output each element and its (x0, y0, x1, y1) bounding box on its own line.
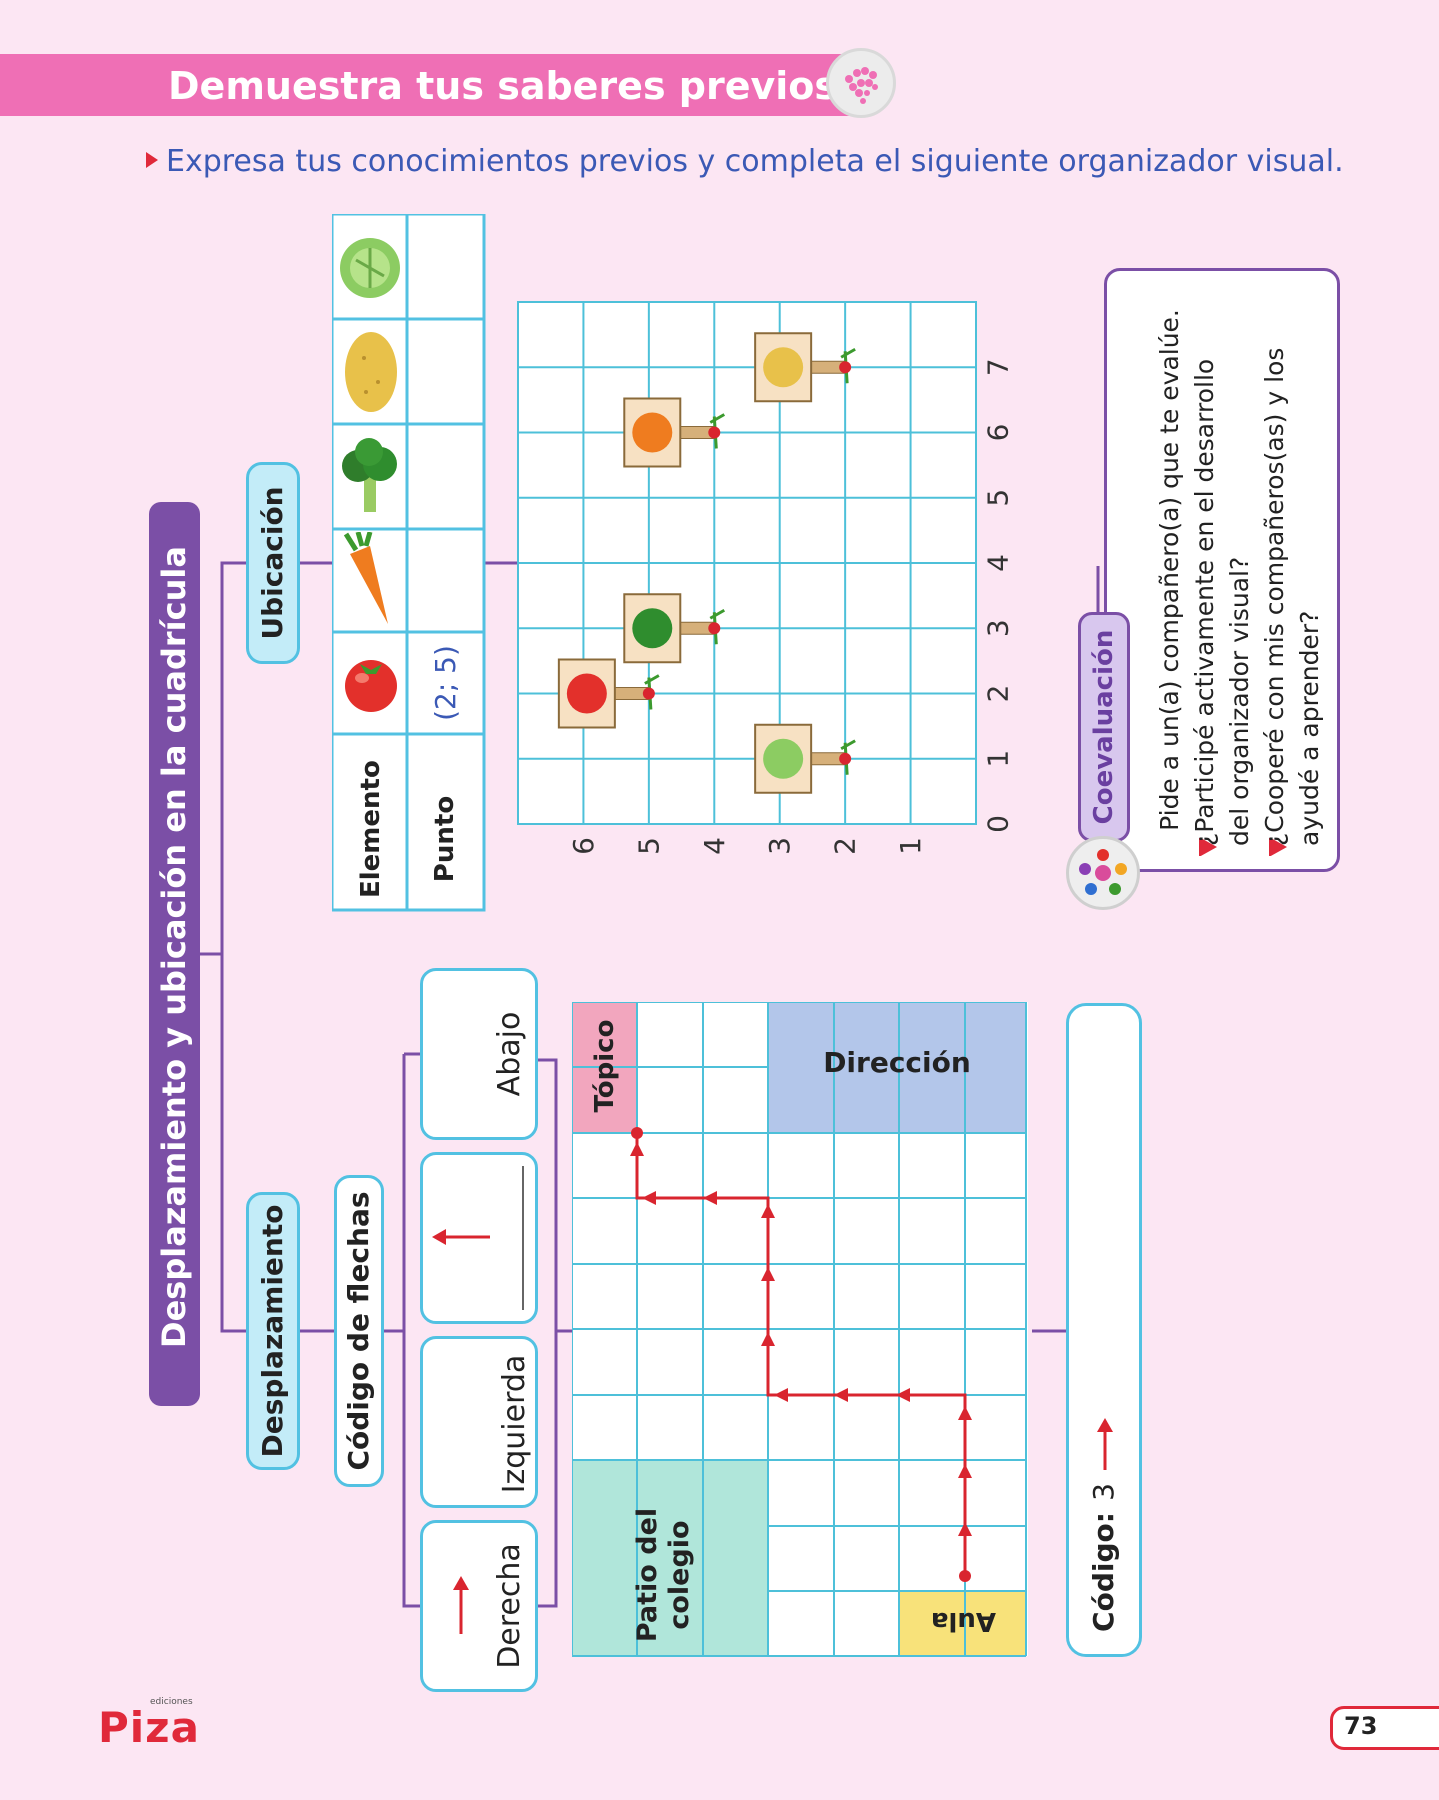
arrow-card-blank-line (522, 1166, 524, 1310)
table-header-elemento: Elemento (356, 760, 386, 898)
chart-point-zanahoria (623, 397, 726, 468)
coevaluacion-box (1104, 268, 1340, 872)
route-map (572, 1002, 1028, 1657)
chart-point-dot (708, 426, 721, 439)
y-tick-label: 6 (567, 837, 600, 855)
arrow-card-abajo-label: Abajo (492, 1011, 527, 1097)
direccion-label: Dirección (823, 1046, 971, 1079)
chart-point-lechuga (754, 723, 856, 794)
desplazamiento-pill (246, 1192, 300, 1470)
arrow-card-izquierda-label: Izquierda (497, 1354, 532, 1494)
brain-icon (826, 48, 896, 118)
codigo-value: 3 (1087, 1483, 1120, 1501)
chart-point-dot (642, 687, 655, 700)
team-icon (1066, 836, 1140, 910)
y-tick-label: 4 (698, 837, 731, 855)
y-tick-label: 3 (763, 837, 796, 855)
coevaluacion-label: Coevaluación (1089, 629, 1119, 825)
ubicacion-label: Ubicación (256, 486, 289, 640)
table-point-4[interactable] (410, 322, 480, 418)
coevaluacion-intro: Pide a un(a) compañero(a) que te evalúe. (1155, 309, 1184, 831)
q1-bullet-icon (1199, 838, 1217, 856)
x-tick-label: 0 (982, 815, 1015, 833)
q2-bullet-icon (1269, 838, 1287, 856)
main-title: Desplazamiento y ubicación en la cuadríc… (155, 546, 193, 1348)
logo-small: ediciones (150, 1697, 193, 1707)
patio-text: Patio del colegio (632, 1507, 695, 1643)
coordinate-chart: 0 1 2 3 4 5 6 7 1 2 3 4 5 6 (517, 301, 1015, 855)
header-band (0, 54, 855, 116)
carrot-icon (343, 532, 388, 624)
aula-area (899, 1591, 1026, 1656)
direccion-area (768, 1002, 1026, 1133)
x-tick-label: 4 (982, 554, 1015, 572)
table-point-1[interactable]: (2; 5) (429, 645, 462, 721)
y-tick-label: 5 (632, 837, 665, 855)
chart-point-veg-icon (632, 412, 673, 453)
route-path (635, 1133, 967, 1576)
arrow-left-icon (432, 1229, 490, 1245)
x-tick-label: 3 (982, 619, 1015, 637)
chart-point-dot (839, 361, 852, 374)
table-point-5[interactable] (410, 218, 480, 314)
table-header-punto: Punto (430, 795, 460, 883)
page-number: 73 (1344, 1712, 1378, 1740)
tomato-icon (345, 660, 397, 712)
page-number-box (1330, 1706, 1439, 1750)
chart-point-veg-icon (566, 673, 607, 714)
table-point-3[interactable] (410, 426, 480, 522)
chart-point-dot (839, 752, 852, 765)
chart-point-veg-icon (763, 347, 804, 388)
chart-point-veg-icon (763, 738, 804, 779)
codigo-flechas-pill (334, 1175, 384, 1487)
y-tick-label: 2 (829, 837, 862, 855)
broccoli-icon (342, 438, 397, 512)
instruction: Expresa tus conocimientos previos y comp… (146, 144, 1406, 179)
arrow-card-izquierda (420, 1336, 538, 1508)
instruction-text: Expresa tus conocimientos previos y comp… (166, 144, 1344, 179)
x-tick-label: 2 (982, 685, 1015, 703)
main-title-pill (149, 502, 200, 1406)
piza-logo: Piza ediciones (98, 1697, 200, 1752)
coevaluacion-q1-line1: ¿Participé activamente en el desarrollo (1190, 358, 1219, 846)
ubicacion-pill (246, 462, 300, 664)
x-tick-label: 7 (982, 358, 1015, 376)
x-tick-label: 1 (982, 750, 1015, 768)
chart-point-papa (754, 332, 856, 403)
topico-label: Tópico (590, 1019, 620, 1113)
arrow-card-derecha-label: Derecha (492, 1543, 527, 1669)
patio-area (572, 1460, 768, 1656)
coevaluacion-q2-line1: ¿Cooperé con mis compañeros(as) y los (1260, 347, 1289, 846)
header-title: Demuestra tus saberes previos (168, 64, 838, 108)
desplazamiento-label: Desplazamiento (256, 1204, 289, 1458)
arrow-card-derecha (420, 1520, 538, 1692)
x-tick-label: 6 (982, 424, 1015, 442)
x-tick-label: 5 (982, 489, 1015, 507)
codigo-answer-box[interactable] (1066, 1003, 1142, 1657)
lettuce-icon (340, 238, 400, 298)
y-tick-label: 1 (894, 837, 927, 855)
logo-text: Piza (98, 1703, 200, 1752)
potato-icon (345, 332, 397, 412)
chart-point-tomate (557, 658, 660, 729)
coevaluacion-q2-line2: ayudé a aprender? (1295, 610, 1324, 846)
code-arrow-up-icon (1097, 1418, 1113, 1470)
patio-label: Patio del colegio (632, 1480, 702, 1670)
chart-point-brócoli (623, 593, 726, 664)
codigo-label: Código: (1087, 1512, 1120, 1632)
coevaluacion-tab (1078, 612, 1130, 842)
bullet-triangle-icon (146, 152, 158, 168)
coevaluacion-q1-line2: del organizador visual? (1225, 556, 1254, 846)
chart-point-veg-icon (632, 608, 673, 649)
codigo-flechas-label: Código de flechas (342, 1191, 375, 1471)
arrow-card-abajo (420, 968, 538, 1140)
chart-point-dot (708, 622, 721, 635)
table-point-2[interactable] (410, 530, 480, 626)
arrow-up-icon (453, 1576, 469, 1634)
aula-label: Aula (930, 1606, 997, 1636)
